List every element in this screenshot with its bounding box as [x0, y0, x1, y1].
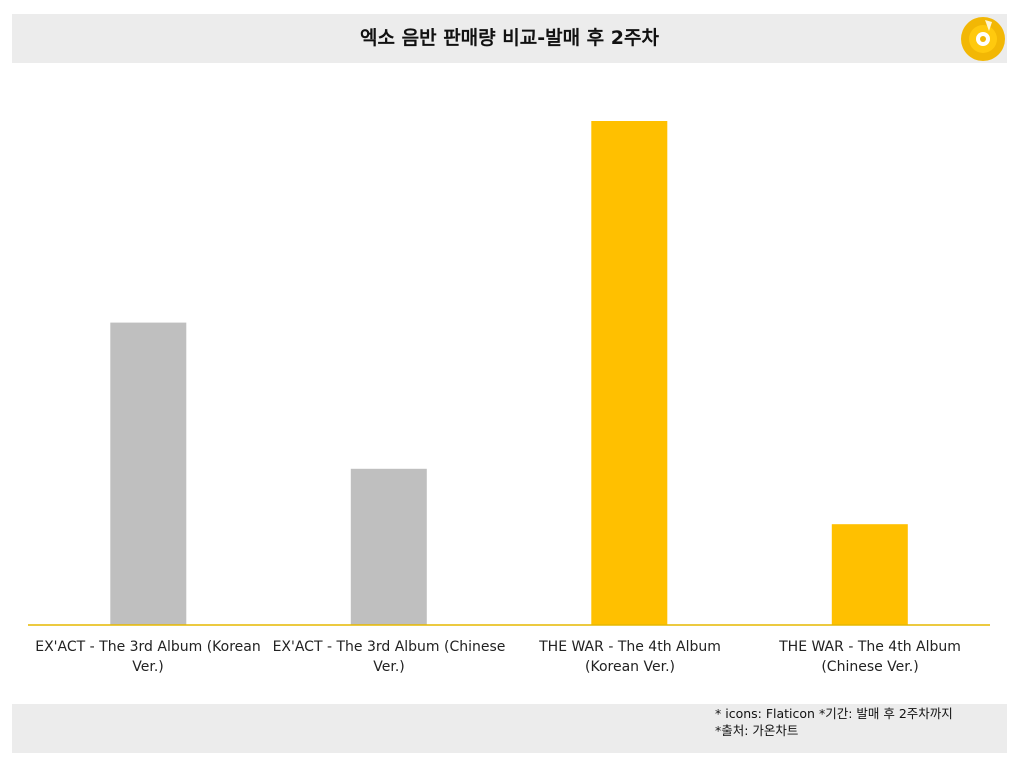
category-label-0-line-2: Ver.)	[132, 659, 164, 675]
category-label-3: THE WAR - The 4th Album (Chinese Ver.)	[750, 637, 990, 677]
disc-icon	[961, 17, 1005, 61]
category-label-2-line-2: (Korean Ver.)	[585, 659, 675, 675]
bar-0	[110, 322, 187, 625]
footer-note-source: *출처: 가온차트	[715, 723, 799, 738]
category-label-1-line-1: EX'ACT - The 3rd Album (Chinese	[272, 639, 506, 655]
category-label-3-line-2: (Chinese Ver.)	[821, 659, 919, 675]
chart-title: 엑소 음반 판매량 비교-발매 후 2주차	[360, 27, 659, 49]
footer-bar	[12, 704, 1007, 753]
category-label-2-line-1: THE WAR - The 4th Album	[539, 639, 721, 655]
category-label-1-line-2: Ver.)	[373, 659, 405, 675]
category-label-2: THE WAR - The 4th Album (Korean Ver.)	[510, 637, 750, 677]
footer-notes: * icons: Flaticon *기간: 발매 후 2주차까지 *출처: 가…	[715, 705, 953, 739]
category-label-0-line-1: EX'ACT - The 3rd Album (Korean	[35, 639, 261, 655]
bars-group	[110, 121, 908, 625]
category-label-0: EX'ACT - The 3rd Album (Korean Ver.)	[28, 637, 268, 677]
category-label-3-line-1: THE WAR - The 4th Album	[779, 639, 961, 655]
bar-2	[591, 121, 668, 625]
category-label-1: EX'ACT - The 3rd Album (Chinese Ver.)	[269, 637, 509, 677]
bar-3	[831, 524, 908, 625]
title-bar: 엑소 음반 판매량 비교-발매 후 2주차	[12, 14, 1007, 63]
footer-note-icons-period: * icons: Flaticon *기간: 발매 후 2주차까지	[715, 706, 953, 721]
bar-1	[350, 468, 427, 625]
